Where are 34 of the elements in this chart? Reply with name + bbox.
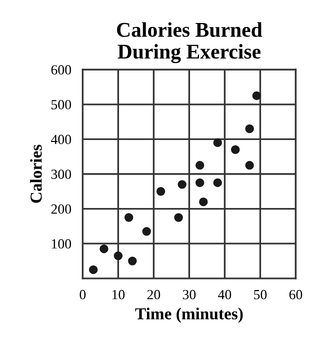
point [213,138,222,148]
point [100,244,108,254]
point [124,213,134,222]
point [213,178,222,188]
chart-title: Calories Burned During Exercise [117,22,262,64]
x-tick-label: 20 [147,290,160,300]
point [231,145,240,154]
x-tick-label: 0 [80,290,86,300]
point [114,251,123,260]
x-tick-label: 10 [112,290,125,300]
y-tick-label: 300 [51,170,72,179]
y-tick-label: 200 [51,204,72,214]
point [252,91,262,100]
y-tick-label: 500 [52,100,72,110]
y-tick-label: 400 [51,134,72,144]
x-axis-title: Time (minutes) [135,308,243,323]
y-tick-label: 100 [52,239,72,249]
x-tick-label: 50 [254,290,267,300]
x-tick-label: 60 [289,290,302,300]
point [195,160,204,170]
point [195,178,204,188]
point [245,160,254,170]
point [245,124,254,134]
point [142,227,151,236]
point [128,256,137,266]
point [178,180,186,189]
point [199,197,208,206]
y-tick-label: 600 [51,65,72,75]
y-axis-title: Calories [30,144,42,203]
x-tick-label: 40 [218,290,232,300]
point [88,265,98,274]
point [156,187,166,196]
point [174,213,183,222]
x-tick-label: 30 [182,290,196,300]
